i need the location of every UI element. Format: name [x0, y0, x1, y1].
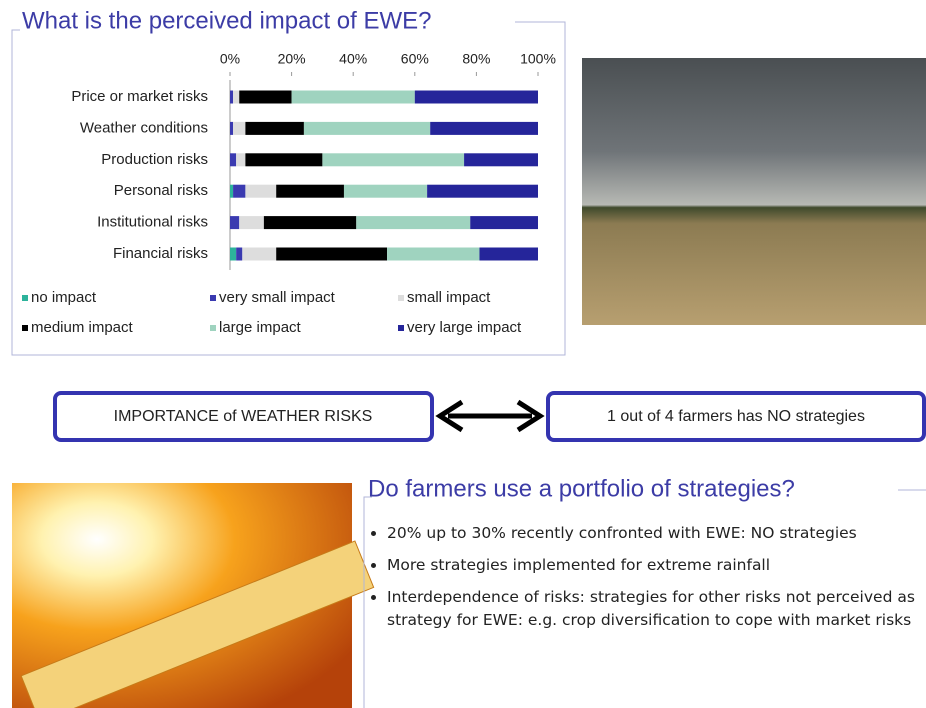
legend-label: large impact: [219, 319, 302, 336]
bar-segment: [245, 121, 304, 135]
section-frame: [363, 496, 372, 708]
bar-segment: [230, 153, 237, 167]
bar-segment: [276, 247, 388, 261]
legend-swatch: [22, 295, 28, 301]
panel-frame: [11, 21, 566, 356]
bar-segment: [230, 121, 234, 135]
bar-segment: [230, 247, 237, 261]
arrow-head: [435, 399, 464, 433]
x-tick-label: 0%: [220, 51, 240, 67]
y-tick-label: Personal risks: [114, 182, 208, 199]
link-box: [546, 391, 926, 442]
bar-segment: [236, 247, 243, 261]
legend-label: small impact: [407, 289, 491, 306]
arrow-head: [516, 399, 545, 433]
chart-title: What is the perceived impact of EWE?: [22, 7, 432, 34]
bullet: 20% up to 30% recently confronted with E…: [387, 522, 915, 545]
bar-segment: [230, 216, 240, 230]
bar-segment: [239, 90, 292, 104]
bullet-list: 20% up to 30% recently confronted with E…: [365, 522, 915, 641]
legend-swatch: [398, 325, 404, 331]
legend-label: medium impact: [31, 319, 134, 336]
bar-segment: [356, 216, 471, 230]
bar-segment: [233, 90, 240, 104]
bar-segment: [245, 153, 323, 167]
legend-swatch: [398, 295, 404, 301]
y-tick-label: Production risks: [101, 151, 208, 168]
bar-segment: [233, 184, 246, 198]
bar-segment: [343, 184, 428, 198]
bar-segment: [464, 153, 538, 167]
bar-segment: [230, 90, 234, 104]
legend-swatch: [22, 325, 28, 331]
x-tick-label: 60%: [401, 51, 429, 67]
section-title: Do farmers use a portfolio of strategies…: [368, 475, 795, 502]
y-tick-label: Institutional risks: [97, 214, 208, 231]
bar-segment: [239, 216, 264, 230]
legend-swatch: [210, 325, 216, 331]
x-tick-label: 40%: [339, 51, 367, 67]
bar-segment: [242, 247, 277, 261]
bar-segment: [479, 247, 538, 261]
bar-segment: [263, 216, 357, 230]
bar-segment: [414, 90, 538, 104]
legend-label: very large impact: [407, 319, 522, 336]
link-box-text: 1 out of 4 farmers has NO strategies: [607, 408, 865, 425]
bar-segment: [387, 247, 480, 261]
y-tick-label: Weather conditions: [80, 119, 208, 136]
bullet: More strategies implemented for extreme …: [387, 554, 915, 577]
bar-segment: [427, 184, 538, 198]
bar-segment: [322, 153, 465, 167]
bar-segment: [233, 121, 246, 135]
legend-label: very small impact: [219, 289, 336, 306]
link-box: [53, 391, 434, 442]
link-box-text: IMPORTANCE of WEATHER RISKS: [114, 408, 373, 425]
x-tick-label: 100%: [520, 51, 556, 67]
bar-segment: [470, 216, 538, 230]
bar-segment: [245, 184, 277, 198]
x-tick-label: 80%: [462, 51, 490, 67]
bar-segment: [276, 184, 344, 198]
bar-segment: [430, 121, 538, 135]
bar-segment: [236, 153, 246, 167]
y-tick-label: Financial risks: [113, 245, 208, 262]
y-tick-label: Price or market risks: [71, 88, 208, 105]
x-tick-label: 20%: [278, 51, 306, 67]
bar-segment: [291, 90, 415, 104]
bar-segment: [303, 121, 431, 135]
bullet: Interdependence of risks: strategies for…: [387, 586, 915, 632]
legend-swatch: [210, 295, 216, 301]
bar-segment: [230, 184, 234, 198]
legend-label: no impact: [31, 289, 97, 306]
storm-photo: [582, 58, 926, 325]
